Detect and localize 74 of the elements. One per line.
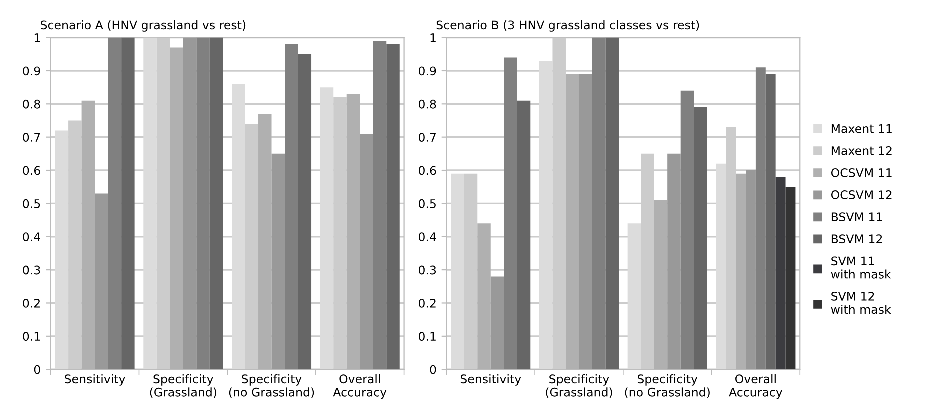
- bar: [786, 187, 796, 370]
- chart-title: Scenario A (HNV grassland vs rest): [41, 20, 246, 32]
- legend-label: SVM 12 with mask: [831, 292, 892, 314]
- y-tick-label: 0.9: [23, 66, 40, 76]
- y-tick-label: 0.6: [418, 166, 436, 176]
- legend-label: OCSVM 12: [831, 190, 892, 200]
- y-tick-label: 0.8: [23, 100, 40, 109]
- x-tick-label: Specificity (Grassland): [150, 374, 217, 398]
- bar: [95, 194, 108, 370]
- bar: [776, 177, 786, 370]
- y-tick-label: 1: [430, 34, 436, 42]
- x-tick-label: Sensitivity: [460, 374, 522, 386]
- y-tick-label: 0.6: [23, 166, 40, 176]
- y-tick-label: 0.8: [418, 100, 436, 109]
- bar: [285, 44, 298, 370]
- y-tick-label: 0.1: [418, 332, 436, 342]
- y-tick-label: 0.3: [23, 266, 40, 275]
- bar: [360, 134, 374, 370]
- bar: [694, 107, 708, 370]
- bar: [680, 90, 694, 370]
- bar: [539, 61, 553, 370]
- bar: [606, 38, 619, 370]
- y-tick-label: 1: [34, 34, 40, 42]
- y-tick-label: 0.3: [418, 266, 436, 275]
- bar: [373, 41, 387, 370]
- bar: [210, 38, 224, 370]
- bar: [504, 58, 518, 370]
- x-tick-label: Sensitivity: [65, 374, 126, 386]
- bar: [451, 174, 464, 370]
- x-tick-label: Overall Accuracy: [333, 374, 387, 400]
- y-tick-label: 0.1: [23, 332, 40, 342]
- y-tick-label: 0.7: [418, 133, 436, 142]
- bar: [196, 38, 210, 370]
- y-tick-label: 0.4: [23, 232, 40, 242]
- x-tick-label: Specificity (no Grassland): [229, 374, 314, 398]
- y-tick-label: 0.9: [418, 66, 436, 76]
- legend-label: Maxent 11: [832, 124, 892, 134]
- y-tick-label: 0: [430, 365, 436, 374]
- bar: [579, 74, 592, 370]
- bar: [628, 224, 642, 370]
- bar: [245, 124, 259, 370]
- bar: [386, 44, 400, 370]
- legend-label: SVM 11 with mask: [831, 256, 892, 279]
- x-tick-label: Specificity (no Grassland): [625, 374, 710, 398]
- bar: [298, 54, 312, 370]
- bar: [668, 154, 681, 370]
- bar: [183, 38, 197, 370]
- y-tick-label: 0.2: [418, 298, 436, 308]
- x-tick-label: Specificity (Grassland): [546, 374, 612, 398]
- bar: [232, 84, 246, 370]
- bar: [55, 130, 69, 370]
- bar: [122, 38, 135, 370]
- bar: [592, 38, 606, 370]
- legend-label: OCSVM 11: [831, 168, 892, 178]
- y-tick-label: 0.5: [418, 199, 436, 208]
- bar: [320, 88, 334, 370]
- y-tick-label: 0: [34, 365, 40, 374]
- bar: [517, 100, 531, 370]
- bar: [334, 98, 347, 370]
- bar: [272, 154, 286, 370]
- y-tick-label: 0.2: [23, 298, 40, 308]
- bar: [156, 38, 170, 370]
- y-tick-label: 0.7: [23, 133, 40, 142]
- chart-title: Scenario B (3 HNV grassland classes vs rest): [436, 20, 700, 32]
- bar: [144, 38, 157, 370]
- legend-label: Maxent 12: [832, 146, 892, 156]
- legend-label: BSVM 11: [832, 212, 882, 222]
- bar: [108, 38, 122, 370]
- y-tick-label: 0.5: [23, 199, 40, 208]
- legend-label: BSVM 12: [832, 234, 882, 244]
- x-tick-label: Overall Accuracy: [729, 374, 783, 400]
- y-tick-label: 0.4: [418, 232, 436, 242]
- bar: [68, 120, 82, 370]
- bar: [490, 276, 504, 370]
